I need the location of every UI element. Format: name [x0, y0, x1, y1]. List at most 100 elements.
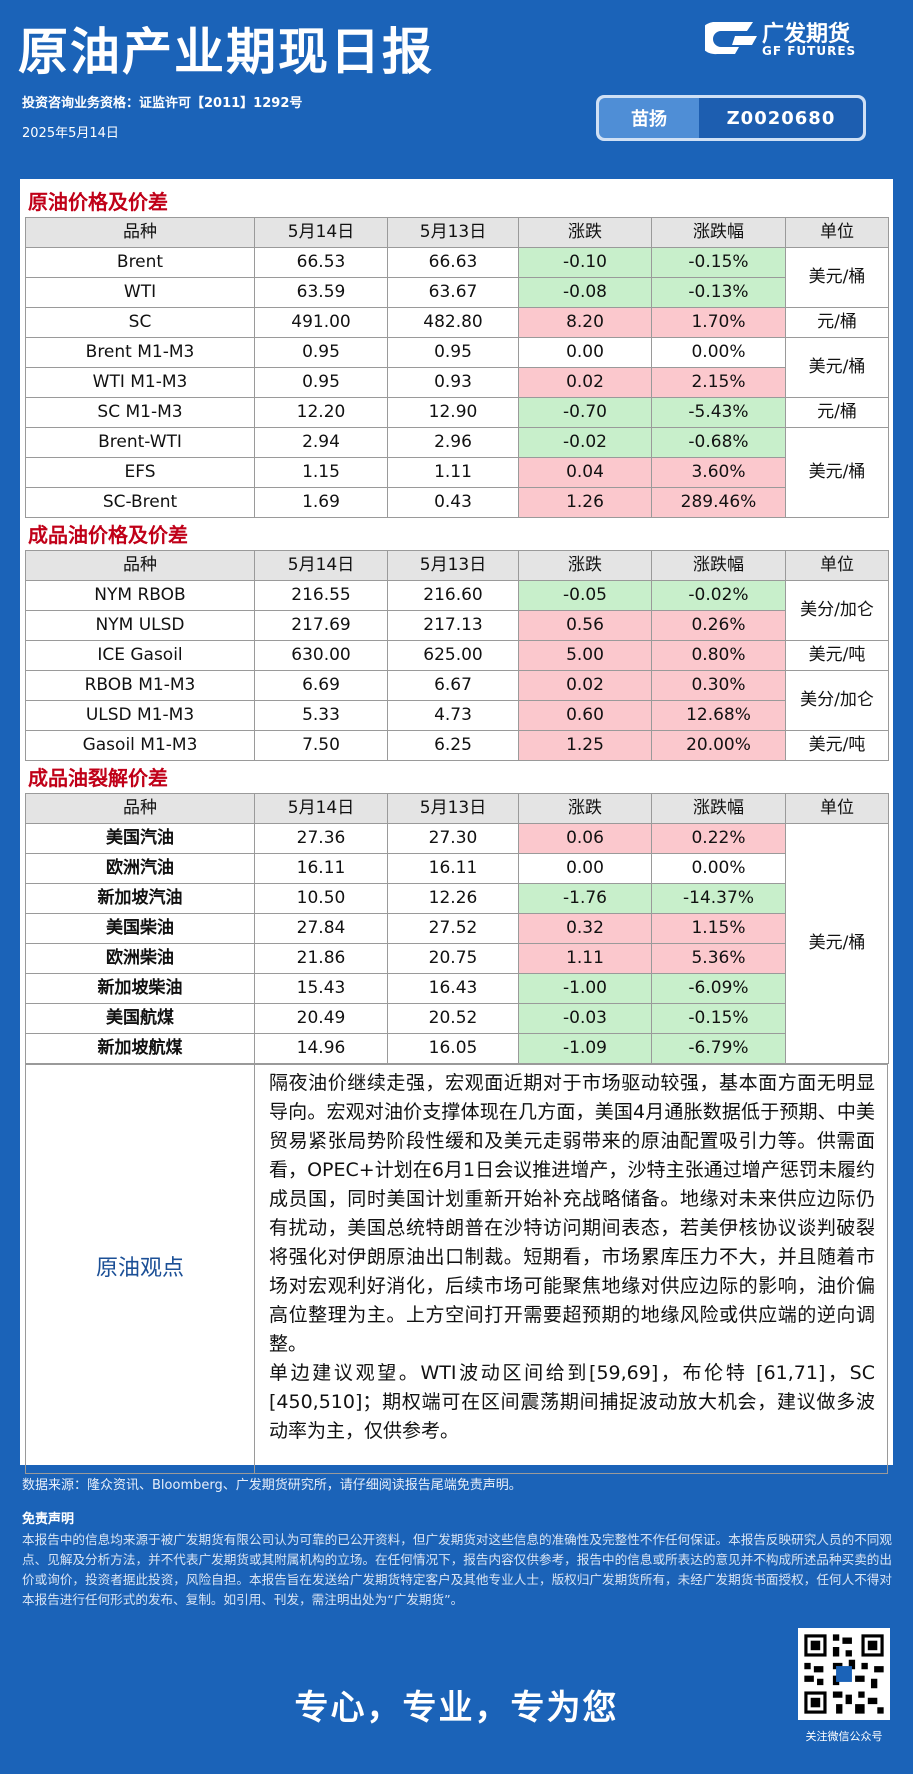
row-name: ULSD M1-M3: [25, 700, 255, 731]
section-title: 成品油价格及价差: [28, 523, 188, 547]
cell-value: -5.43%: [651, 397, 786, 428]
cell-value: -0.02: [518, 427, 652, 458]
cell-value: -0.68%: [651, 427, 786, 458]
cell-value: 0.22%: [651, 823, 786, 854]
cell-value: 482.80: [387, 307, 519, 338]
unit: 美分/加仑: [785, 670, 889, 731]
data-row: SC 491.00 482.80 8.20 1.70% 元/桶: [25, 307, 889, 338]
cell-value: 5.33: [254, 700, 388, 731]
row-name: 欧洲柴油: [25, 943, 255, 974]
cell-value: -14.37%: [651, 883, 786, 914]
price-table: 品种 5月14日 5月13日 涨跌 涨跌幅 单位 美国汽油 27.36 27.30 0.06 0.2…: [25, 793, 889, 1064]
slogan: 专心，专业，专为您: [294, 1688, 619, 1728]
cell-value: -1.00: [518, 973, 652, 1004]
row-name: NYM ULSD: [25, 610, 255, 641]
cell-value: 20.00%: [651, 730, 786, 761]
cell-value: 216.55: [254, 580, 388, 611]
data-row: Brent-WTI 2.94 2.96 -0.02 -0.68% 美元/桶: [25, 427, 889, 518]
row-name: EFS: [25, 457, 255, 488]
cell-value: 216.60: [387, 580, 519, 611]
cell-value: 2.15%: [651, 367, 786, 398]
unit: 元/桶: [785, 307, 889, 338]
row-name: Brent-WTI: [25, 427, 255, 458]
cell-value: -0.15%: [651, 247, 786, 278]
cell-value: 625.00: [387, 640, 519, 671]
analyst-id: Z0020680: [699, 98, 863, 138]
sections: 原油价格及价差 品种 5月14日 5月13日 涨跌 涨跌幅 单位 Brent 66.53 66.6…: [25, 185, 889, 1064]
header-row: 品种 5月14日 5月13日 涨跌 涨跌幅 单位: [25, 217, 889, 248]
unit: 元/桶: [785, 397, 889, 428]
column-header: 单位: [785, 793, 889, 824]
row-name: WTI M1-M3: [25, 367, 255, 398]
cell-value: 8.20: [518, 307, 652, 338]
cell-value: -6.79%: [651, 1033, 786, 1064]
header-row: 品种 5月14日 5月13日 涨跌 涨跌幅 单位: [25, 550, 889, 581]
qr-code: [798, 1628, 890, 1720]
row-name: WTI: [25, 277, 255, 308]
analyst-name: 苗扬: [599, 98, 699, 138]
data-row: Brent M1-M3 0.95 0.95 0.00 0.00% 美元/桶: [25, 337, 889, 398]
data-row: ICE Gasoil 630.00 625.00 5.00 0.80% 美元/吨: [25, 640, 889, 671]
view-label: 原油观点: [25, 1064, 255, 1474]
cell-value: 1.11: [387, 457, 519, 488]
cell-value: -0.05: [518, 580, 652, 611]
cell-value: 21.86: [254, 943, 388, 974]
cell-value: 63.59: [254, 277, 388, 308]
row-name: SC: [25, 307, 255, 338]
unit: 美元/桶: [785, 427, 889, 518]
unit: 美元/吨: [785, 640, 889, 671]
logo-icon: [705, 22, 757, 55]
cell-value: 0.00%: [651, 337, 786, 368]
cell-value: -0.02%: [651, 580, 786, 611]
cell-value: 1.25: [518, 730, 652, 761]
cell-value: 0.95: [387, 337, 519, 368]
cell-value: 5.00: [518, 640, 652, 671]
cell-value: 20.75: [387, 943, 519, 974]
section-title: 成品油裂解价差: [28, 766, 168, 790]
column-header: 5月13日: [387, 550, 519, 581]
data-source: 数据来源：隆众资讯、Bloomberg、广发期货研究所，请仔细阅读报告尾端免责声…: [22, 1478, 522, 1493]
row-name: 新加坡航煤: [25, 1033, 255, 1064]
data-row: 欧洲柴油 21.86 20.75 1.11 5.36%: [25, 943, 889, 974]
unit: 美元/桶: [785, 823, 889, 1064]
cell-value: 66.53: [254, 247, 388, 278]
data-row: WTI M1-M3 0.95 0.93 0.02 2.15%: [25, 367, 889, 398]
column-header: 单位: [785, 550, 889, 581]
cell-value: 0.00: [518, 337, 652, 368]
data-row: Brent 66.53 66.63 -0.10 -0.15% 美元/桶: [25, 247, 889, 308]
data-row: EFS 1.15 1.11 0.04 3.60%: [25, 457, 889, 488]
data-row: 欧洲汽油 16.11 16.11 0.00 0.00%: [25, 853, 889, 884]
disclaimer-title: 免责声明: [22, 1512, 75, 1527]
cell-value: 66.63: [387, 247, 519, 278]
column-header: 5月14日: [254, 217, 388, 248]
data-row: RBOB M1-M3 6.69 6.67 0.02 0.30% 美分/加仑: [25, 670, 889, 731]
cell-value: 0.04: [518, 457, 652, 488]
row-name: SC-Brent: [25, 487, 255, 518]
cell-value: 20.49: [254, 1003, 388, 1034]
cell-value: 289.46%: [651, 487, 786, 518]
header-row: 品种 5月14日 5月13日 涨跌 涨跌幅 单位: [25, 793, 889, 824]
cell-value: -0.13%: [651, 277, 786, 308]
row-name: 美国汽油: [25, 823, 255, 854]
analyst-badge: 苗扬 Z0020680: [596, 95, 866, 141]
column-header: 品种: [25, 793, 255, 824]
cell-value: 27.52: [387, 913, 519, 944]
cell-value: 1.26: [518, 487, 652, 518]
cell-value: 0.93: [387, 367, 519, 398]
cell-value: 6.69: [254, 670, 388, 701]
row-name: 欧洲汽油: [25, 853, 255, 884]
column-header: 5月14日: [254, 793, 388, 824]
data-row: Gasoil M1-M3 7.50 6.25 1.25 20.00% 美元/吨: [25, 730, 889, 761]
report-title: 原油产业期现日报: [18, 23, 434, 81]
data-row: 美国汽油 27.36 27.30 0.06 0.22% 美元/桶: [25, 823, 889, 1064]
cell-value: 0.30%: [651, 670, 786, 701]
row-name: NYM RBOB: [25, 580, 255, 611]
column-header: 涨跌: [518, 793, 652, 824]
cell-value: -6.09%: [651, 973, 786, 1004]
cell-value: 16.11: [254, 853, 388, 884]
row-name: Gasoil M1-M3: [25, 730, 255, 761]
cell-value: 27.36: [254, 823, 388, 854]
column-header: 涨跌幅: [651, 793, 786, 824]
cell-value: 0.02: [518, 367, 652, 398]
